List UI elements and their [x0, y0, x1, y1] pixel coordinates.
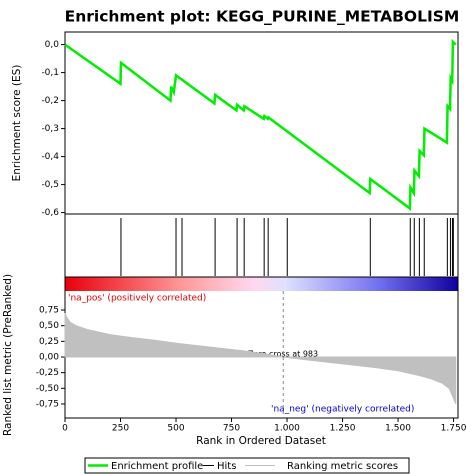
y-tick-label: 0,00: [39, 353, 59, 363]
y-tick-label: -0,2: [41, 96, 59, 106]
es-line: [64, 38, 457, 211]
y-tick-label: -0,4: [41, 152, 59, 162]
x-tick-label: 0: [62, 424, 68, 434]
x-tick-label: 1.250: [330, 424, 356, 434]
rank-color-bar: [65, 277, 458, 291]
y-tick-label: -0,6: [41, 208, 59, 218]
y-tick-label: -0,75: [36, 399, 59, 409]
y-tick-label: 0,50: [39, 321, 59, 331]
x-tick-label: 500: [167, 424, 184, 434]
y-tick-label: -0,3: [41, 124, 59, 134]
y-tick-label: 0,0: [45, 40, 60, 50]
x-tick-label: 1.750: [441, 424, 467, 434]
y-tick-label: -0,50: [36, 384, 60, 394]
y-tick-label: 0,75: [39, 306, 59, 316]
y-tick-label: -0,1: [41, 68, 59, 78]
x-tick-label: 1.500: [385, 424, 411, 434]
x-tick-label: 250: [112, 424, 129, 434]
chart-title: Enrichment plot: KEGG_PURINE_METABOLISM: [65, 8, 460, 26]
y-tick-label: -0,25: [36, 368, 59, 378]
legend-label: Enrichment profile: [111, 461, 203, 472]
legend-label: Hits: [217, 461, 236, 472]
y-tick-label: 0,25: [39, 337, 59, 347]
x-tick-label: 1.000: [274, 424, 300, 434]
pos-annotation: 'na_pos' (positively correlated): [68, 294, 206, 304]
y-axis-label: Enrichment score (ES): [11, 65, 23, 182]
y-tick-label: -0,5: [41, 180, 59, 190]
legend-label: Ranking metric scores: [287, 461, 398, 472]
neg-annotation: 'na_neg' (negatively correlated): [271, 405, 414, 415]
y-axis-label: Ranked list metric (PreRanked): [2, 274, 14, 436]
x-axis-label: Rank in Ordered Dataset: [196, 435, 326, 447]
x-tick-label: 750: [223, 424, 240, 434]
